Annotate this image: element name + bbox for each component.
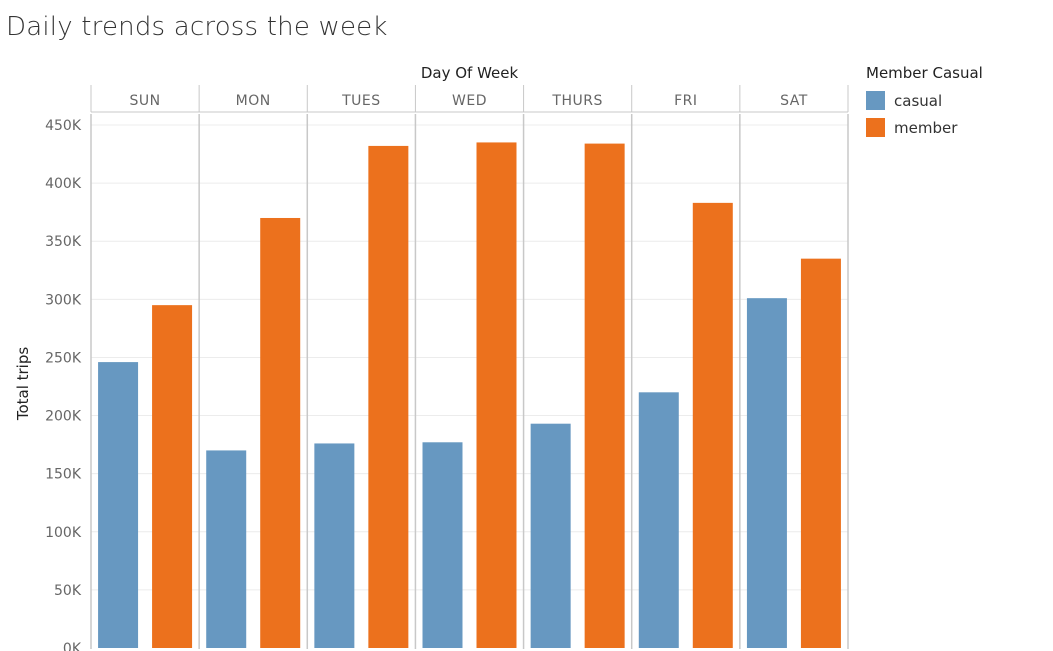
- y-tick-label-4: 200K: [45, 409, 82, 425]
- legend-item-member[interactable]: member: [866, 114, 1046, 141]
- y-tick-label-2: 100K: [45, 525, 82, 541]
- y-tick-label-5: 250K: [45, 350, 82, 366]
- category-label-sat: SAT: [780, 93, 808, 109]
- y-tick-label-6: 300K: [45, 292, 82, 308]
- bar-sun-member: [152, 305, 193, 648]
- bar-wed-casual: [422, 442, 463, 648]
- bar-thurs-casual: [530, 423, 571, 648]
- bar-mon-member: [260, 217, 301, 648]
- category-label-fri: FRI: [674, 93, 697, 109]
- bar-fri-member: [692, 202, 733, 648]
- bar-tues-casual: [314, 443, 355, 648]
- legend-title: Member Casual: [866, 64, 983, 82]
- y-axis-title: Total trips: [14, 347, 32, 422]
- category-label-wed: WED: [452, 93, 487, 109]
- y-tick-label-0: 0K: [63, 641, 82, 651]
- y-tick-label-8: 400K: [45, 176, 82, 192]
- bar-sat-member: [800, 258, 841, 648]
- y-tick-label-7: 350K: [45, 234, 82, 250]
- bar-tues-member: [368, 145, 409, 649]
- legend-item-casual[interactable]: casual: [866, 87, 1046, 114]
- bar-wed-member: [476, 142, 517, 648]
- legend-label-member: member: [894, 118, 958, 137]
- bar-mon-casual: [206, 450, 247, 648]
- category-label-thurs: THURS: [551, 93, 602, 109]
- bar-fri-casual: [638, 392, 679, 648]
- y-tick-label-3: 150K: [45, 467, 82, 483]
- column-header-title: Day Of Week: [421, 64, 519, 82]
- legend-swatch-casual: [866, 91, 885, 110]
- category-label-tues: TUES: [341, 93, 381, 109]
- bar-sun-casual: [98, 362, 139, 648]
- legend: Member Casual casual member: [866, 64, 1046, 141]
- category-label-mon: MON: [236, 93, 271, 109]
- chart-title: Daily trends across the week: [6, 12, 388, 42]
- y-tick-label-9: 450K: [45, 118, 82, 134]
- bar-thurs-member: [584, 143, 625, 648]
- bar-sat-casual: [746, 298, 787, 648]
- legend-label-casual: casual: [894, 91, 943, 110]
- y-tick-label-1: 50K: [54, 583, 82, 599]
- category-label-sun: SUN: [130, 93, 161, 109]
- legend-swatch-member: [866, 118, 885, 137]
